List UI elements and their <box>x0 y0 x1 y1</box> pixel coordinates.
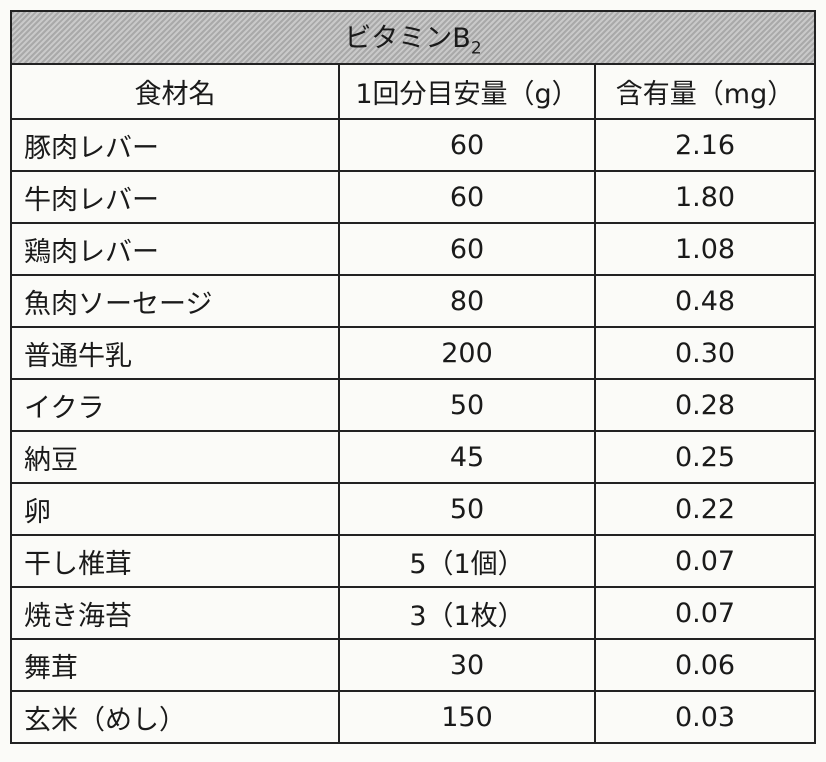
serving-amount: 200 <box>338 326 596 380</box>
table-row: 牛肉レバー 60 1.80 <box>10 170 816 224</box>
table-row: 焼き海苔 3（1枚） 0.07 <box>10 586 816 640</box>
table-row: イクラ 50 0.28 <box>10 378 816 432</box>
food-name: 魚肉ソーセージ <box>10 274 340 328</box>
table-row: 舞茸 30 0.06 <box>10 638 816 692</box>
table-row: 普通牛乳 200 0.30 <box>10 326 816 380</box>
food-name: 豚肉レバー <box>10 118 340 172</box>
content-amount: 0.30 <box>594 326 816 380</box>
content-amount: 0.07 <box>594 586 816 640</box>
serving-amount: 45 <box>338 430 596 484</box>
header-row: 食材名 1回分目安量（g） 含有量（mg） <box>10 63 816 120</box>
content-amount: 0.22 <box>594 482 816 536</box>
table-row: 鶏肉レバー 60 1.08 <box>10 222 816 276</box>
table-row: 干し椎茸 5（1個） 0.07 <box>10 534 816 588</box>
serving-amount: 60 <box>338 118 596 172</box>
content-amount: 0.28 <box>594 378 816 432</box>
food-name: 玄米（めし） <box>10 690 340 744</box>
table-row: 納豆 45 0.25 <box>10 430 816 484</box>
serving-amount: 60 <box>338 170 596 224</box>
content-amount: 0.25 <box>594 430 816 484</box>
table-row: 玄米（めし） 150 0.03 <box>10 690 816 744</box>
food-name: 干し椎茸 <box>10 534 340 588</box>
serving-amount: 80 <box>338 274 596 328</box>
content-amount: 0.06 <box>594 638 816 692</box>
food-name: 牛肉レバー <box>10 170 340 224</box>
vitamin-table: ビタミンB2 食材名 1回分目安量（g） 含有量（mg） 豚肉レバー 60 2.16 牛肉… <box>10 10 816 744</box>
food-name: 卵 <box>10 482 340 536</box>
food-name: 納豆 <box>10 430 340 484</box>
content-amount: 1.80 <box>594 170 816 224</box>
content-amount: 0.07 <box>594 534 816 588</box>
food-name: 鶏肉レバー <box>10 222 340 276</box>
title-subscript: 2 <box>470 38 482 59</box>
table-row: 豚肉レバー 60 2.16 <box>10 118 816 172</box>
serving-amount: 50 <box>338 378 596 432</box>
column-header: 1回分目安量（g） <box>338 63 596 120</box>
serving-amount: 30 <box>338 638 596 692</box>
table-row: 魚肉ソーセージ 80 0.48 <box>10 274 816 328</box>
column-header: 含有量（mg） <box>594 63 816 120</box>
food-name: 普通牛乳 <box>10 326 340 380</box>
table-title: ビタミンB2 <box>10 10 816 65</box>
serving-amount: 5（1個） <box>338 534 596 588</box>
title-text: ビタミンB <box>344 23 471 55</box>
food-name: 舞茸 <box>10 638 340 692</box>
content-amount: 2.16 <box>594 118 816 172</box>
column-header: 食材名 <box>10 63 340 120</box>
title-row: ビタミンB2 <box>10 10 816 65</box>
content-amount: 1.08 <box>594 222 816 276</box>
table-row: 卵 50 0.22 <box>10 482 816 536</box>
content-amount: 0.03 <box>594 690 816 744</box>
serving-amount: 150 <box>338 690 596 744</box>
table-body: 豚肉レバー 60 2.16 牛肉レバー 60 1.80 鶏肉レバー 60 1.08 魚肉ソーセージ… <box>10 118 816 744</box>
serving-amount: 60 <box>338 222 596 276</box>
content-amount: 0.48 <box>594 274 816 328</box>
food-name: 焼き海苔 <box>10 586 340 640</box>
food-name: イクラ <box>10 378 340 432</box>
serving-amount: 3（1枚） <box>338 586 596 640</box>
serving-amount: 50 <box>338 482 596 536</box>
